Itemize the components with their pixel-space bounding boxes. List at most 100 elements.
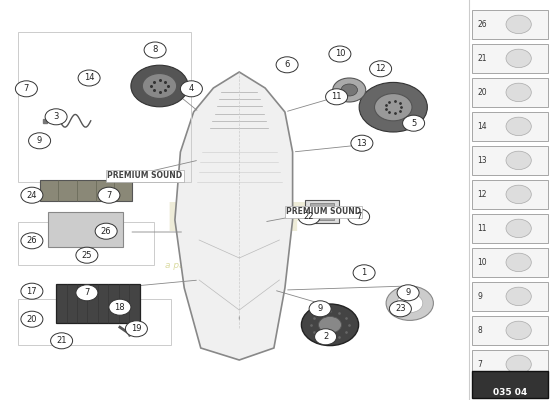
Text: PREMIUM SOUND: PREMIUM SOUND xyxy=(107,172,183,180)
Text: 2: 2 xyxy=(323,332,328,341)
FancyBboxPatch shape xyxy=(310,203,334,220)
Text: 17: 17 xyxy=(26,287,37,296)
Text: 1: 1 xyxy=(361,268,367,277)
Circle shape xyxy=(78,70,100,86)
Text: 11: 11 xyxy=(331,92,342,101)
FancyBboxPatch shape xyxy=(472,371,548,398)
Text: 10: 10 xyxy=(477,258,487,267)
Circle shape xyxy=(375,94,412,121)
FancyBboxPatch shape xyxy=(472,350,548,379)
Text: 12: 12 xyxy=(375,64,386,73)
Circle shape xyxy=(109,299,131,315)
Circle shape xyxy=(276,57,298,73)
Circle shape xyxy=(506,219,531,238)
Text: 7: 7 xyxy=(356,212,361,221)
Text: 14: 14 xyxy=(477,122,487,131)
Text: 13: 13 xyxy=(477,156,487,165)
FancyBboxPatch shape xyxy=(472,248,548,277)
Circle shape xyxy=(351,135,373,151)
Circle shape xyxy=(506,83,531,102)
Circle shape xyxy=(95,223,117,239)
Circle shape xyxy=(29,133,51,149)
FancyBboxPatch shape xyxy=(472,78,548,107)
FancyBboxPatch shape xyxy=(472,180,548,209)
FancyBboxPatch shape xyxy=(56,284,140,323)
Text: 24: 24 xyxy=(26,191,37,200)
Circle shape xyxy=(309,301,331,317)
Circle shape xyxy=(21,311,43,327)
Text: 20: 20 xyxy=(26,315,37,324)
Circle shape xyxy=(76,285,98,301)
Text: 4: 4 xyxy=(189,84,194,93)
Text: 21: 21 xyxy=(56,336,67,345)
Circle shape xyxy=(506,253,531,272)
Circle shape xyxy=(15,81,37,97)
Circle shape xyxy=(341,84,358,96)
Text: 7: 7 xyxy=(106,191,112,200)
Text: 23: 23 xyxy=(395,304,406,313)
Circle shape xyxy=(348,209,370,225)
Text: 6: 6 xyxy=(284,60,290,69)
Text: 035 04: 035 04 xyxy=(493,388,527,397)
Circle shape xyxy=(506,151,531,170)
Text: 18: 18 xyxy=(114,303,125,312)
Circle shape xyxy=(21,187,43,203)
Circle shape xyxy=(125,321,147,337)
Text: 9: 9 xyxy=(405,288,411,297)
FancyBboxPatch shape xyxy=(472,282,548,311)
Text: 8: 8 xyxy=(152,46,158,54)
Text: 26: 26 xyxy=(26,236,37,245)
Circle shape xyxy=(329,46,351,62)
Circle shape xyxy=(506,321,531,340)
Text: 13: 13 xyxy=(356,139,367,148)
Circle shape xyxy=(506,185,531,204)
Circle shape xyxy=(389,301,411,317)
FancyBboxPatch shape xyxy=(472,316,548,345)
FancyBboxPatch shape xyxy=(472,44,548,73)
Circle shape xyxy=(180,81,202,97)
Circle shape xyxy=(506,117,531,136)
Text: 22: 22 xyxy=(304,212,315,221)
Text: 25: 25 xyxy=(81,251,92,260)
Text: 9: 9 xyxy=(317,304,323,313)
Text: 8: 8 xyxy=(477,326,482,335)
FancyBboxPatch shape xyxy=(472,146,548,175)
PathPatch shape xyxy=(175,72,293,360)
Text: 20: 20 xyxy=(477,88,487,97)
Circle shape xyxy=(51,333,73,349)
Circle shape xyxy=(131,65,188,107)
Text: 7: 7 xyxy=(24,84,29,93)
Text: 12: 12 xyxy=(477,190,487,199)
FancyBboxPatch shape xyxy=(40,180,132,201)
Text: EUROP: EUROP xyxy=(165,202,315,240)
Circle shape xyxy=(21,283,43,299)
Text: PREMIUM SOUND: PREMIUM SOUND xyxy=(286,208,361,216)
Text: 26: 26 xyxy=(101,227,112,236)
Circle shape xyxy=(397,285,419,301)
Circle shape xyxy=(506,355,531,374)
Text: 26: 26 xyxy=(477,20,487,29)
Circle shape xyxy=(301,304,359,346)
Text: 5: 5 xyxy=(411,119,416,128)
Circle shape xyxy=(318,316,342,333)
Circle shape xyxy=(21,233,43,249)
Circle shape xyxy=(76,247,98,263)
Text: 3: 3 xyxy=(53,112,59,121)
Circle shape xyxy=(298,209,320,225)
Text: 19: 19 xyxy=(131,324,142,333)
Text: 9: 9 xyxy=(37,136,42,145)
Circle shape xyxy=(397,294,423,313)
FancyBboxPatch shape xyxy=(305,200,339,223)
Circle shape xyxy=(359,82,427,132)
FancyBboxPatch shape xyxy=(472,10,548,39)
Text: 9: 9 xyxy=(477,292,482,301)
Text: 11: 11 xyxy=(477,224,487,233)
Text: 21: 21 xyxy=(477,54,487,63)
Circle shape xyxy=(98,187,120,203)
Circle shape xyxy=(506,287,531,306)
Circle shape xyxy=(142,74,177,98)
Text: a passion for motoring: a passion for motoring xyxy=(165,261,267,270)
Circle shape xyxy=(386,286,433,320)
Circle shape xyxy=(403,115,425,131)
Text: 7: 7 xyxy=(477,360,482,369)
